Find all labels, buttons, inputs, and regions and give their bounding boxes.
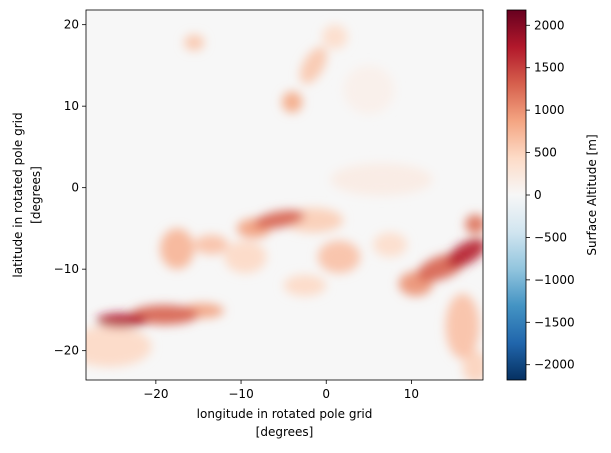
colorbar-ticks: −2000 −1500 −1000 −500 0 500 1000 1500 2000 xyxy=(526,18,575,372)
y-axis-label-line-1: latitude in rotated pole grid xyxy=(11,112,25,277)
heatmap-feature xyxy=(462,350,483,380)
heatmap-feature xyxy=(299,47,327,84)
y-tick-label: 0 xyxy=(71,181,79,195)
heatmap-feature xyxy=(160,228,195,270)
colorbar-tick-label: 2000 xyxy=(534,18,565,32)
colorbar-tick-label: −1500 xyxy=(534,315,575,329)
x-tick-label: −10 xyxy=(228,387,253,401)
heatmap-field xyxy=(86,24,483,380)
plot-background xyxy=(86,10,483,380)
colorbar-tick-label: 500 xyxy=(534,146,557,160)
plot-frame xyxy=(85,9,484,381)
heatmap-feature xyxy=(330,163,433,196)
x-tick-label: −20 xyxy=(143,387,168,401)
colorbar-tick-label: −1000 xyxy=(534,273,575,287)
y-tick-label: −10 xyxy=(54,262,79,276)
colorbar-tick-label: −500 xyxy=(534,230,567,244)
plot-area xyxy=(85,9,484,381)
heatmap-feature xyxy=(447,238,483,267)
y-tick-label: 10 xyxy=(64,99,79,113)
heatmap-feature xyxy=(86,326,152,367)
heatmap-feature xyxy=(321,24,348,50)
colorbar-tick-label: 1500 xyxy=(534,61,565,75)
y-axis-label-line-2: [degrees] xyxy=(29,166,43,224)
heatmap-feature xyxy=(373,232,408,257)
colorbar: −2000 −1500 −1000 −500 0 500 1000 1500 2000 Surf… xyxy=(506,9,599,381)
y-axis: −20 −10 0 10 20 xyxy=(54,18,86,358)
heatmap-feature xyxy=(183,34,205,51)
colorbar-tick-label: −2000 xyxy=(534,358,575,372)
heatmap-feature xyxy=(96,313,148,328)
x-axis: −20 −10 0 10 xyxy=(143,380,419,401)
colorbar-tick-label: 1000 xyxy=(534,103,565,117)
x-tick-label: 10 xyxy=(404,387,419,401)
heatmap-feature xyxy=(317,240,361,274)
heatmap-feature xyxy=(194,234,229,255)
heatmap-feature xyxy=(130,305,199,325)
heatmap-feature xyxy=(254,210,305,229)
x-tick-label: 0 xyxy=(322,387,330,401)
colorbar-gradient xyxy=(507,10,526,380)
x-axis-label-line-1: longitude in rotated pole grid xyxy=(197,407,373,421)
heatmap-feature xyxy=(224,240,267,274)
heatmap-feature xyxy=(283,274,327,297)
heatmap-feature xyxy=(343,65,395,115)
colorbar-tick-label: 0 xyxy=(534,188,542,202)
y-tick-label: 20 xyxy=(64,18,79,32)
x-axis-label-line-2: [degrees] xyxy=(256,425,314,439)
heatmap-feature xyxy=(281,91,303,113)
y-tick-label: −20 xyxy=(54,344,79,358)
colorbar-label: Surface Altitude [m] xyxy=(585,134,599,255)
heatmap-feature xyxy=(445,293,480,359)
heatmap-feature xyxy=(465,214,483,235)
